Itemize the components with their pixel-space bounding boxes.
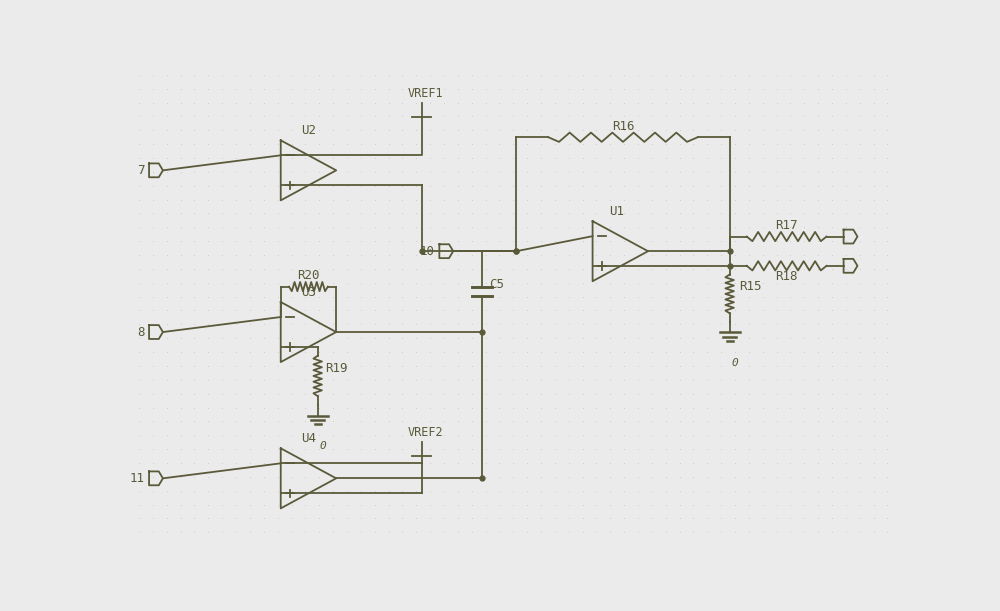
Text: 0: 0 xyxy=(320,441,326,451)
Text: 11: 11 xyxy=(129,472,144,485)
Text: U4: U4 xyxy=(301,432,316,445)
Text: R18: R18 xyxy=(775,269,798,283)
Text: U3: U3 xyxy=(301,286,316,299)
Text: R15: R15 xyxy=(739,280,761,293)
Text: VREF1: VREF1 xyxy=(408,87,443,100)
Text: C5: C5 xyxy=(489,278,504,291)
Text: 8: 8 xyxy=(137,326,144,338)
Text: R20: R20 xyxy=(297,269,320,282)
Text: 7: 7 xyxy=(137,164,144,177)
Text: VREF2: VREF2 xyxy=(408,426,443,439)
Text: 10: 10 xyxy=(420,244,435,258)
Text: 0: 0 xyxy=(732,358,738,368)
Text: R16: R16 xyxy=(612,120,634,133)
Text: U1: U1 xyxy=(609,205,624,218)
Text: R19: R19 xyxy=(325,362,348,375)
Text: R17: R17 xyxy=(775,219,798,232)
Text: U2: U2 xyxy=(301,124,316,137)
